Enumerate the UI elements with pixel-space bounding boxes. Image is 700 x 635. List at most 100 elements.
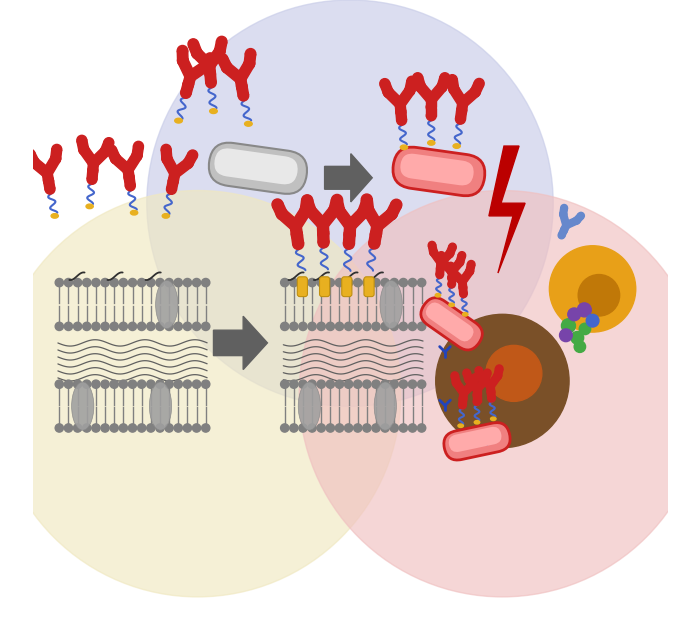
Circle shape bbox=[460, 290, 467, 298]
Circle shape bbox=[372, 220, 383, 231]
Circle shape bbox=[326, 424, 335, 432]
Circle shape bbox=[426, 95, 436, 104]
Circle shape bbox=[235, 74, 246, 84]
Circle shape bbox=[308, 424, 316, 432]
Circle shape bbox=[45, 184, 55, 194]
Circle shape bbox=[290, 380, 298, 388]
Circle shape bbox=[128, 424, 136, 432]
Circle shape bbox=[101, 424, 109, 432]
Circle shape bbox=[354, 424, 362, 432]
Circle shape bbox=[55, 424, 64, 432]
Circle shape bbox=[183, 158, 193, 168]
Circle shape bbox=[477, 373, 485, 381]
Circle shape bbox=[426, 95, 436, 104]
Circle shape bbox=[185, 71, 195, 82]
Circle shape bbox=[43, 175, 53, 185]
Circle shape bbox=[308, 278, 316, 287]
Circle shape bbox=[458, 98, 468, 108]
Circle shape bbox=[165, 424, 173, 432]
Circle shape bbox=[473, 385, 481, 393]
Polygon shape bbox=[112, 155, 132, 173]
Circle shape bbox=[477, 373, 485, 381]
Circle shape bbox=[308, 323, 316, 330]
Circle shape bbox=[417, 424, 426, 432]
Circle shape bbox=[165, 380, 173, 388]
Circle shape bbox=[299, 190, 700, 597]
Circle shape bbox=[458, 277, 466, 285]
Circle shape bbox=[123, 164, 133, 175]
Polygon shape bbox=[473, 396, 481, 402]
Polygon shape bbox=[188, 62, 208, 81]
Circle shape bbox=[426, 110, 436, 121]
FancyBboxPatch shape bbox=[209, 143, 307, 194]
Ellipse shape bbox=[491, 417, 496, 420]
Polygon shape bbox=[90, 148, 108, 166]
Polygon shape bbox=[565, 217, 578, 229]
Circle shape bbox=[446, 250, 454, 257]
Ellipse shape bbox=[175, 118, 183, 123]
Polygon shape bbox=[473, 389, 481, 395]
Circle shape bbox=[237, 81, 247, 91]
Circle shape bbox=[104, 138, 114, 147]
Circle shape bbox=[111, 154, 120, 164]
Polygon shape bbox=[236, 61, 254, 81]
Circle shape bbox=[281, 278, 289, 287]
FancyBboxPatch shape bbox=[426, 302, 474, 342]
Circle shape bbox=[204, 60, 215, 71]
Circle shape bbox=[29, 157, 39, 168]
Circle shape bbox=[42, 168, 52, 178]
Circle shape bbox=[344, 229, 355, 240]
Polygon shape bbox=[449, 86, 467, 105]
Polygon shape bbox=[457, 102, 468, 111]
Circle shape bbox=[244, 58, 255, 69]
Circle shape bbox=[405, 86, 415, 95]
Polygon shape bbox=[561, 224, 569, 231]
Circle shape bbox=[561, 319, 575, 333]
Circle shape bbox=[459, 396, 467, 403]
Circle shape bbox=[106, 145, 117, 155]
Circle shape bbox=[447, 75, 457, 84]
Circle shape bbox=[395, 99, 405, 109]
Circle shape bbox=[244, 58, 255, 69]
Circle shape bbox=[119, 323, 127, 330]
Circle shape bbox=[174, 424, 183, 432]
Polygon shape bbox=[456, 110, 466, 120]
Polygon shape bbox=[291, 208, 310, 229]
Circle shape bbox=[101, 380, 109, 388]
Polygon shape bbox=[474, 377, 488, 392]
Polygon shape bbox=[428, 244, 437, 253]
Circle shape bbox=[372, 220, 383, 231]
Polygon shape bbox=[237, 86, 248, 97]
Circle shape bbox=[487, 388, 495, 395]
Circle shape bbox=[390, 424, 398, 432]
Circle shape bbox=[101, 323, 109, 330]
Circle shape bbox=[238, 90, 248, 101]
Circle shape bbox=[29, 157, 39, 168]
Circle shape bbox=[147, 0, 553, 406]
Circle shape bbox=[0, 190, 401, 597]
Circle shape bbox=[183, 278, 192, 287]
Circle shape bbox=[128, 323, 136, 330]
Circle shape bbox=[408, 278, 416, 287]
Polygon shape bbox=[77, 139, 89, 150]
Circle shape bbox=[92, 278, 100, 287]
Circle shape bbox=[329, 204, 340, 215]
Circle shape bbox=[465, 376, 472, 384]
Circle shape bbox=[174, 323, 183, 330]
Ellipse shape bbox=[298, 382, 321, 430]
Circle shape bbox=[42, 168, 52, 178]
Circle shape bbox=[137, 424, 146, 432]
Circle shape bbox=[415, 82, 426, 91]
Circle shape bbox=[202, 278, 210, 287]
Polygon shape bbox=[26, 152, 38, 164]
Circle shape bbox=[281, 323, 289, 330]
Circle shape bbox=[466, 267, 473, 275]
Circle shape bbox=[88, 158, 99, 168]
Polygon shape bbox=[436, 268, 444, 275]
Circle shape bbox=[437, 264, 444, 272]
Polygon shape bbox=[188, 42, 202, 55]
Polygon shape bbox=[167, 180, 178, 190]
Circle shape bbox=[561, 227, 567, 234]
Circle shape bbox=[468, 260, 475, 268]
Circle shape bbox=[78, 145, 89, 154]
